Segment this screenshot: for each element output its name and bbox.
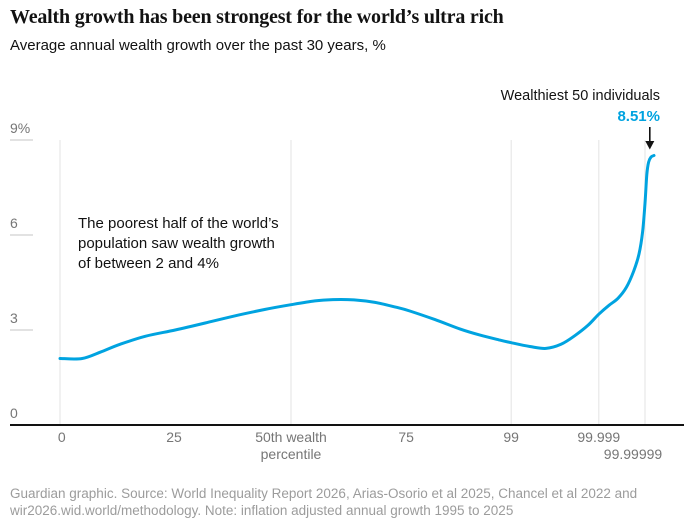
wealthiest-annotation-label: Wealthiest 50 individuals [500, 88, 660, 104]
x-axis-label-0: 0 [57, 429, 66, 445]
x-axis-label-percentile: percentile [260, 446, 322, 462]
x-axis-label-50th wealth: 50th wealth [255, 429, 327, 445]
y-axis-label-0: 0 [10, 405, 18, 421]
down-arrow-head-icon [645, 141, 655, 150]
annotation-line-3: of between 2 and 4% [78, 255, 219, 272]
annotation-line-2: population saw wealth growth [78, 235, 275, 252]
wealthiest-annotation: Wealthiest 50 individuals 8.51% [501, 88, 660, 125]
source-note-line-2: wir2026.wid.world/methodology. Note: inf… [10, 503, 514, 518]
x-axis-label-99.99999: 99.99999 [603, 446, 663, 462]
chart-title: Wealth growth has been strongest for the… [10, 6, 504, 28]
y-axis-label-9: 9% [10, 120, 31, 136]
source-note: Guardian graphic. Source: World Inequali… [10, 485, 682, 519]
wealthiest-annotation-value: 8.51% [617, 108, 660, 125]
y-axis-label-3: 3 [10, 310, 18, 326]
x-axis-label-75: 75 [398, 429, 414, 445]
x-axis-label-99: 99 [503, 429, 519, 445]
poorest-half-annotation: The poorest half of the world’s populati… [78, 214, 308, 274]
source-note-line-1: Guardian graphic. Source: World Inequali… [10, 486, 638, 501]
x-axis-label-99.999: 99.999 [577, 429, 621, 445]
chart-subtitle: Average annual wealth growth over the pa… [10, 37, 386, 54]
x-axis-label-25: 25 [166, 429, 182, 445]
annotation-line-1: The poorest half of the world’s [78, 215, 279, 232]
y-axis-label-6: 6 [10, 215, 18, 231]
wealth-growth-line [58, 154, 656, 361]
